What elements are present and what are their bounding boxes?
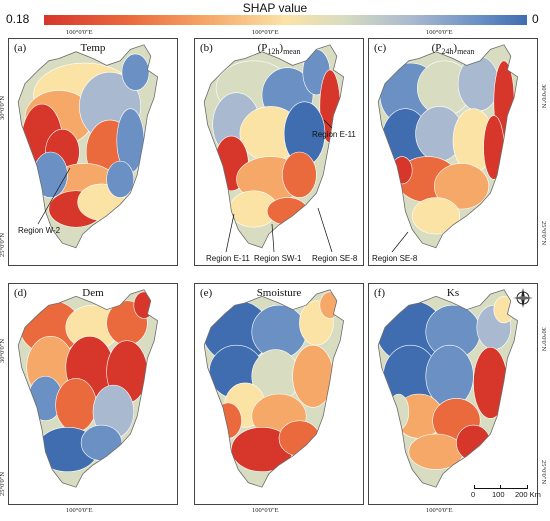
- panel-letter: (a): [14, 42, 27, 54]
- map-panel: (d) Dem: [8, 283, 178, 505]
- colorbar-max-label: 0: [532, 12, 539, 26]
- lon-tick-label: 100°0'0"E: [252, 507, 279, 514]
- region-outline: [377, 44, 519, 249]
- region-map: [203, 44, 345, 253]
- lat-tick-label: 30°0'0"N: [0, 95, 6, 120]
- scale-bar-line: [474, 485, 528, 489]
- scale-bar-label: 0: [471, 490, 476, 499]
- region-outline: [17, 44, 159, 249]
- panel-letter: (d): [14, 287, 27, 299]
- panel-title: (P24h)mean: [431, 42, 475, 57]
- scale-bar-label: 100: [492, 490, 505, 499]
- lat-tick-label: 25°0'0"N: [0, 232, 6, 257]
- map-panel: (a) Temp Region W-2: [8, 38, 178, 266]
- shap-zone: [282, 151, 317, 198]
- shap-zone: [411, 197, 461, 235]
- shap-zone: [133, 291, 155, 319]
- lon-tick-label: 100°0'0"E: [66, 29, 93, 36]
- map-panel: (f) Ks: [368, 283, 538, 505]
- panel-letter: (f): [374, 287, 385, 299]
- annotation-leader: [317, 207, 333, 253]
- region-annotation: Region E-11: [312, 130, 356, 139]
- region-map: [377, 289, 519, 488]
- panel-title: (P12h)mean: [257, 42, 301, 57]
- panel-title-sub: mean: [457, 47, 475, 57]
- lat-tick-label: 25°0'0"N: [0, 472, 6, 497]
- shap-zone: [80, 424, 123, 461]
- shap-zone: [121, 53, 150, 91]
- panel-title-sub: 12h: [267, 47, 280, 57]
- annotation-leader: [37, 167, 71, 225]
- panel-title-sub: mean: [283, 47, 301, 57]
- region-outline: [17, 289, 159, 488]
- region-outline: [203, 44, 345, 249]
- shap-zone: [319, 291, 341, 319]
- shap-zone: [473, 347, 508, 419]
- lon-tick-label: 100°0'0"E: [66, 507, 93, 514]
- lat-tick-label: 25°0'0"N: [540, 460, 547, 485]
- annotation-leader: [391, 231, 409, 253]
- scale-bar-label: 200 Km: [515, 490, 541, 499]
- lon-tick-label: 100°0'0"E: [252, 29, 279, 36]
- region-outline: [203, 289, 345, 488]
- map-panel: (c) (P24h)mean Region SE-8: [368, 38, 538, 266]
- lat-tick-label: 30°0'0"N: [540, 83, 547, 108]
- region-annotation: Region W-2: [18, 226, 61, 235]
- scale-bar: 0 100 200 Km: [471, 485, 541, 501]
- lat-tick-label: 25°0'0"N: [540, 220, 547, 245]
- shap-zone: [292, 344, 334, 408]
- map-panel: (b) (P12h)mean Region E-11 Region E-11 Regio…: [194, 38, 364, 266]
- region-map: [17, 289, 159, 488]
- annotation-leader: [271, 223, 275, 253]
- region-map: [377, 44, 519, 253]
- lon-tick-label: 100°0'0"E: [426, 507, 453, 514]
- colorbar-title: SHAP value: [242, 1, 308, 15]
- region-annotation: Region SW-1: [254, 254, 302, 263]
- panel-letter: (b): [200, 42, 213, 54]
- panel-title: Dem: [82, 287, 104, 299]
- region-map: [203, 289, 345, 488]
- shap-zone: [483, 115, 505, 180]
- shap-zone: [434, 163, 490, 210]
- annotation-leader: [225, 213, 235, 253]
- panel-title: Smoisture: [256, 287, 302, 299]
- north-arrow-icon: [513, 288, 533, 308]
- panel-letter: (e): [200, 287, 213, 299]
- lat-tick-label: 30°0'0"N: [0, 339, 6, 364]
- shap-zone: [55, 378, 97, 433]
- region-annotation: Region SE-8: [372, 254, 418, 263]
- region-outline: [377, 289, 519, 488]
- lat-tick-label: 30°0'0"N: [540, 327, 547, 352]
- annotation-leader: [323, 119, 333, 129]
- colorbar-min-label: 0.18: [6, 12, 30, 26]
- panel-title-sub: 24h: [441, 47, 454, 57]
- shap-zone: [456, 424, 491, 461]
- colorbar: SHAP value 0.18 0: [0, 0, 550, 30]
- shap-zone: [388, 393, 410, 430]
- lon-tick-label: 100°0'0"E: [426, 29, 453, 36]
- region-annotation: Region E-11: [206, 254, 250, 263]
- map-panel: (e) Smoisture: [194, 283, 364, 505]
- region-annotation: Region SE-8: [312, 254, 358, 263]
- shap-zone: [214, 402, 242, 439]
- panel-letter: (c): [374, 42, 387, 54]
- shap-zone: [106, 160, 135, 198]
- shap-zone: [266, 197, 309, 226]
- panel-title: Temp: [80, 42, 106, 54]
- region-map: [17, 44, 159, 249]
- colorbar-gradient: [44, 15, 527, 25]
- panel-title: Ks: [446, 287, 460, 299]
